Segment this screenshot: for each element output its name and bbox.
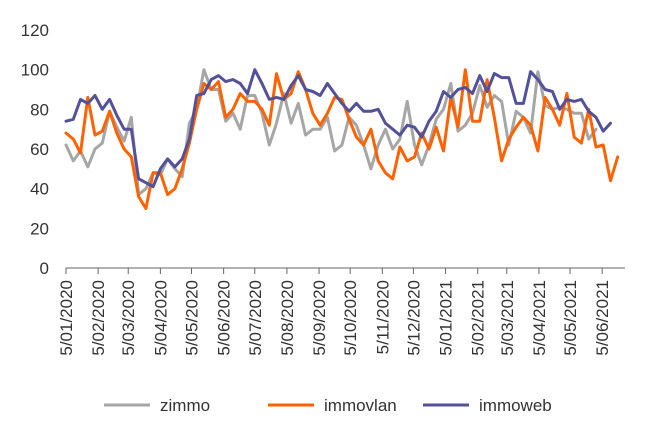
x-tick-label: 5/01/2021 (437, 280, 456, 356)
x-tick-label: 5/09/2020 (310, 280, 329, 356)
x-tick-label: 5/10/2020 (341, 280, 360, 356)
x-tick-label: 5/02/2021 (469, 280, 488, 356)
x-tick-label: 5/01/2020 (57, 280, 76, 356)
legend-label-zimmo: zimmo (160, 396, 210, 415)
x-tick-label: 5/11/2020 (373, 280, 392, 354)
y-tick-label: 40 (30, 180, 49, 199)
y-tick-label: 120 (21, 21, 49, 40)
x-tick-label: 5/05/2020 (182, 280, 201, 356)
x-tick-label: 5/06/2021 (593, 280, 612, 356)
x-tick-label: 5/08/2020 (278, 280, 297, 356)
x-tick-label: 5/03/2020 (119, 280, 138, 356)
legend: zimmo immovlan immoweb (104, 396, 552, 415)
y-tick-label: 100 (21, 61, 49, 80)
y-tick-label: 60 (30, 140, 49, 159)
legend-label-immovlan: immovlan (324, 396, 397, 415)
legend-label-immoweb: immoweb (479, 396, 552, 415)
x-tick-label: 5/03/2021 (498, 280, 517, 356)
x-tick-label: 5/04/2020 (151, 280, 170, 356)
x-tick-label: 5/04/2021 (530, 280, 549, 356)
x-tick-label: 5/12/2020 (404, 280, 423, 356)
y-tick-label: 0 (40, 259, 49, 278)
y-tick-label: 80 (30, 100, 49, 119)
x-tick-label: 5/07/2020 (246, 280, 265, 356)
y-tick-label: 20 (30, 219, 49, 238)
x-tick-label: 5/06/2020 (215, 280, 234, 356)
x-tick-label: 5/05/2021 (561, 280, 580, 356)
x-tick-label: 5/02/2020 (89, 280, 108, 356)
series-lines (64, 68, 620, 210)
y-axis-ticks: 0 20 40 60 80 100 120 (21, 21, 49, 278)
series-line-immoweb (64, 68, 612, 189)
x-axis-ticks: 5/01/2020 5/02/2020 5/03/2020 5/04/2020 5/05… (57, 268, 612, 356)
